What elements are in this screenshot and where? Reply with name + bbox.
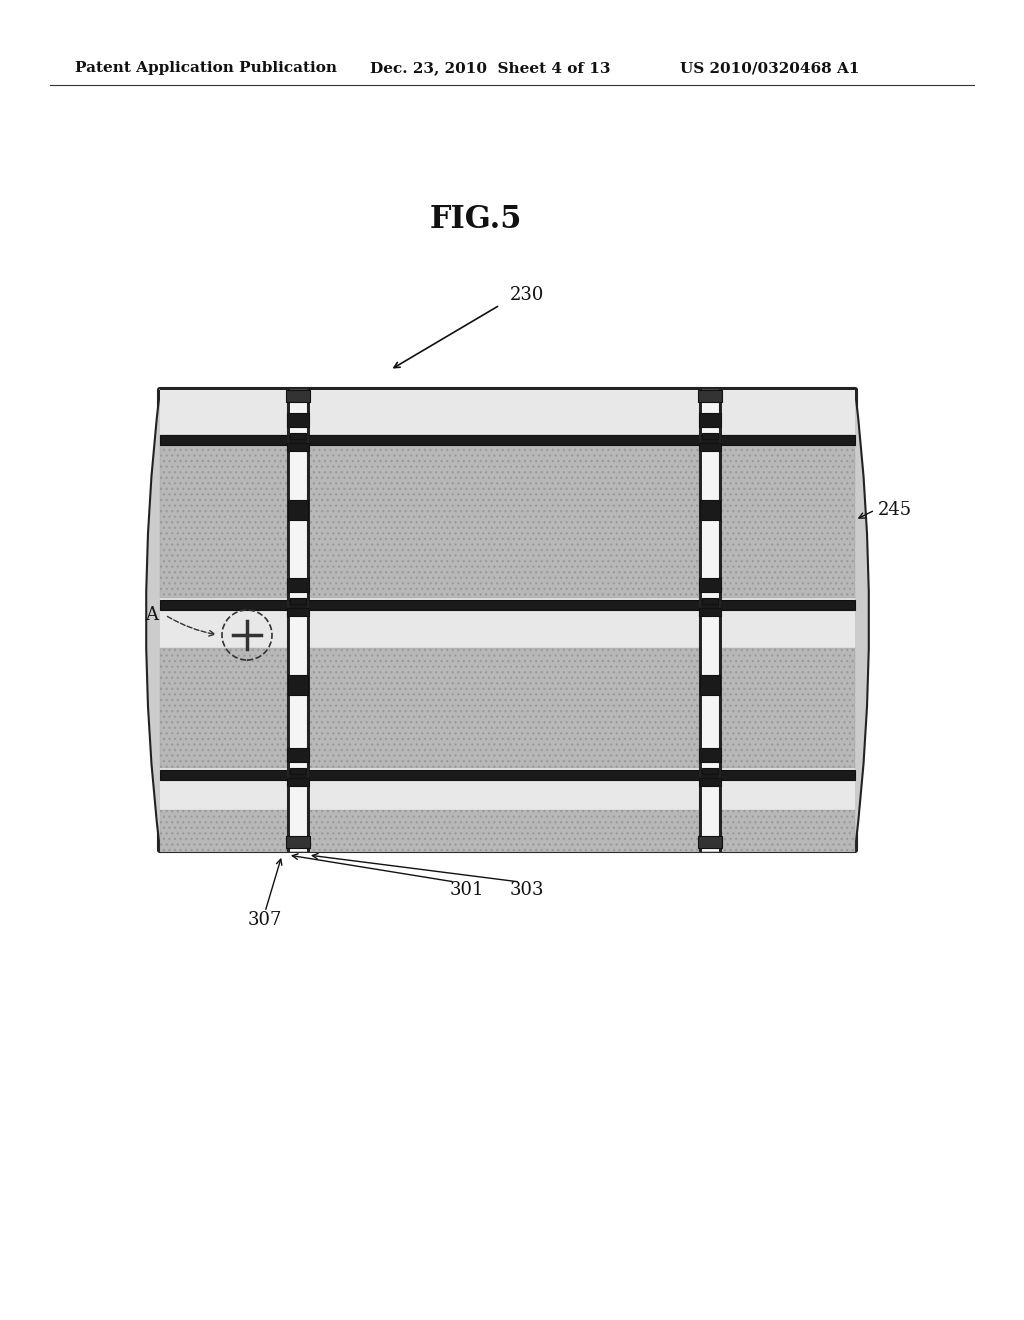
Bar — [699, 748, 721, 762]
Bar — [700, 500, 720, 520]
Text: US 2010/0320468 A1: US 2010/0320468 A1 — [680, 61, 859, 75]
Bar — [160, 436, 855, 598]
Bar — [290, 598, 306, 605]
Bar — [287, 748, 309, 762]
Bar — [160, 436, 855, 445]
Bar — [288, 500, 308, 520]
Bar — [287, 444, 309, 451]
Bar — [698, 836, 722, 847]
Bar — [286, 836, 310, 847]
Text: 301: 301 — [450, 880, 484, 899]
Text: 245: 245 — [878, 502, 912, 519]
Text: FIG.5: FIG.5 — [430, 205, 522, 235]
Bar — [287, 609, 309, 616]
Bar — [287, 777, 309, 785]
Bar — [160, 810, 855, 851]
Text: Patent Application Publication: Patent Application Publication — [75, 61, 337, 75]
Bar — [702, 598, 718, 605]
Bar — [702, 433, 718, 440]
Bar — [290, 433, 306, 440]
Bar — [700, 675, 720, 696]
Bar — [699, 578, 721, 591]
Text: 230: 230 — [510, 286, 545, 304]
Text: 307: 307 — [248, 911, 283, 929]
Bar — [699, 413, 721, 426]
Bar — [160, 648, 855, 768]
Bar — [702, 768, 718, 774]
Bar — [699, 444, 721, 451]
Text: A: A — [145, 606, 158, 624]
Bar — [286, 389, 310, 403]
Bar — [160, 810, 855, 851]
FancyBboxPatch shape — [158, 388, 857, 851]
PathPatch shape — [146, 389, 869, 850]
Bar — [160, 389, 855, 436]
Text: Dec. 23, 2010  Sheet 4 of 13: Dec. 23, 2010 Sheet 4 of 13 — [370, 61, 610, 75]
Bar — [160, 648, 855, 768]
Bar — [287, 578, 309, 591]
Text: 303: 303 — [510, 880, 545, 899]
Bar — [160, 601, 855, 610]
Bar — [160, 436, 855, 598]
Bar — [160, 768, 855, 810]
Bar — [160, 598, 855, 648]
Bar — [699, 777, 721, 785]
Bar — [160, 770, 855, 780]
Bar — [288, 675, 308, 696]
Bar — [287, 413, 309, 426]
Bar — [698, 389, 722, 403]
Bar — [699, 609, 721, 616]
Bar — [290, 768, 306, 774]
